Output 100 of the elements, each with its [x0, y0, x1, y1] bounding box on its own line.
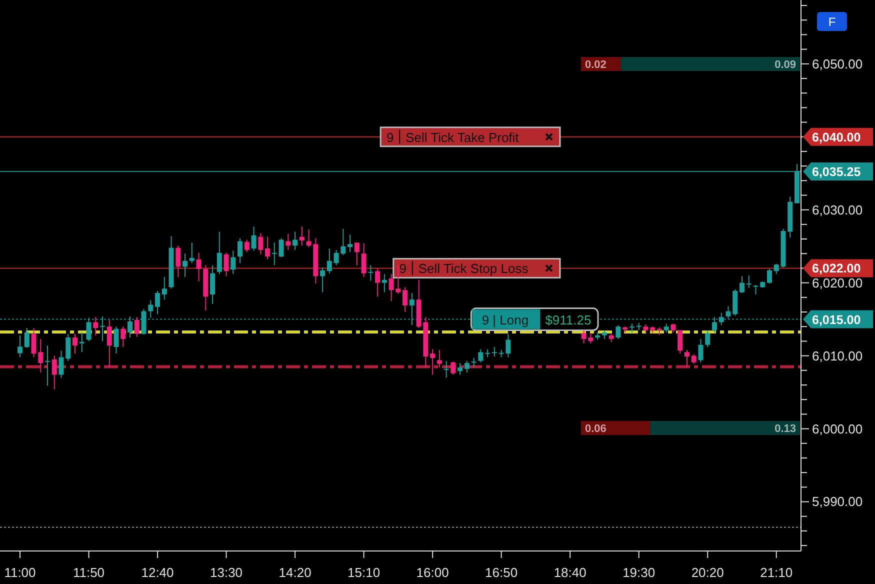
candlestick: [251, 226, 256, 252]
x-tick-label: 15:10: [348, 565, 380, 580]
candlestick: [292, 231, 298, 250]
annotation: 9: [399, 261, 407, 276]
annotation: 9 | Long: [482, 312, 529, 328]
candlestick: [766, 268, 772, 284]
x-tick-label: 12:40: [141, 565, 174, 580]
candlestick: [86, 317, 92, 342]
x-tick-label: 11:00: [4, 565, 36, 580]
candlestick: [691, 354, 696, 364]
candlestick: [106, 320, 112, 368]
candlestick: [45, 345, 50, 386]
candlestick: [134, 316, 140, 338]
candlestick: [629, 323, 634, 333]
candlestick: [141, 308, 146, 336]
candlestick: [148, 300, 154, 318]
candlestick: [24, 328, 30, 348]
x-tick-label: 11:50: [72, 565, 105, 580]
candlestick: [382, 274, 387, 293]
x-tick-label: 13:30: [210, 565, 243, 580]
candlestick: [230, 250, 236, 275]
candlestick: [272, 242, 277, 266]
y-tick-label: 6,020.00: [812, 275, 863, 290]
candlestick: [726, 306, 731, 320]
candlestick: [244, 239, 250, 253]
candlestick: [196, 252, 202, 282]
candlestick: [684, 349, 690, 368]
candlestick: [18, 334, 22, 358]
candlestick: [430, 348, 436, 376]
candlestick: [224, 252, 229, 277]
y-tick-label: 5,990.00: [812, 494, 863, 510]
candlestick: [402, 286, 408, 312]
candlestick: [265, 236, 270, 260]
candlestick: [471, 357, 476, 368]
candlestick: [375, 268, 380, 298]
candlestick: [155, 290, 160, 315]
candlestick: [678, 330, 683, 354]
candlestick: [128, 316, 133, 338]
candlestick: [182, 253, 188, 278]
annotation: $911.25: [545, 312, 592, 328]
candlestick: [100, 316, 106, 342]
candlestick: [361, 242, 366, 278]
candlestick: [450, 361, 456, 376]
annotation: 0.06: [585, 423, 606, 435]
candlestick: [492, 346, 497, 358]
y-tick-label: 6,010.00: [812, 348, 863, 364]
candlestick: [436, 349, 442, 368]
candlestick: [238, 238, 243, 264]
candlestick: [409, 292, 414, 326]
annotation: 0.09: [774, 59, 796, 71]
candlestick: [299, 226, 304, 246]
candlestick: [444, 360, 449, 378]
candlestick: [712, 316, 717, 333]
candlestick: [258, 232, 264, 255]
candlestick: [162, 276, 167, 300]
annotation: Sell Tick Stop Loss: [418, 261, 529, 276]
candlestick: [753, 284, 758, 295]
y-tick-label: 6,050.00: [812, 56, 863, 72]
candlestick: [368, 264, 374, 282]
candlestick: [278, 238, 284, 258]
candlestick: [348, 234, 353, 253]
candlestick: [120, 326, 126, 348]
candlestick: [52, 355, 57, 390]
x-tick-label: 21:10: [760, 565, 793, 580]
ref-line-label: 6,035.25: [812, 165, 861, 180]
ref-line-label: 6,015.00: [812, 312, 861, 327]
x-tick-label: 19:30: [622, 565, 656, 580]
candlestick: [354, 242, 360, 266]
y-tick-label: 6,030.00: [812, 202, 863, 218]
candlestick: [739, 276, 744, 294]
candlestick: [320, 266, 326, 293]
annotation: 0.13: [774, 423, 796, 435]
candlestick: [114, 326, 119, 354]
x-tick-label: 14:20: [278, 565, 312, 580]
candlestick: [732, 288, 738, 316]
annotation: Sell Tick Take Profit: [406, 130, 520, 145]
ref-line-label: 6,022.00: [812, 262, 861, 276]
text: F: [828, 15, 836, 29]
candlestick: [176, 245, 181, 278]
x-tick-label: 16:50: [485, 565, 518, 580]
x-tick-label: 16:00: [416, 565, 449, 580]
ref-line-label: 6,040.00: [812, 130, 861, 144]
candlestick: [458, 362, 463, 376]
candlestick: [478, 348, 484, 363]
candlestick: [216, 231, 222, 275]
y-tick-label: 6,000.00: [812, 421, 863, 436]
candlestick: [326, 248, 332, 274]
candlestick: [616, 324, 621, 340]
candlestick: [718, 312, 724, 326]
candlestick: [72, 333, 78, 354]
candlestick: [286, 233, 291, 250]
x-tick-label: 18:40: [554, 565, 586, 580]
candlestick: [705, 330, 710, 348]
candlestick: [79, 332, 84, 353]
candlestick: [93, 316, 98, 336]
candlestick: [189, 242, 194, 264]
candlestick: [464, 360, 470, 374]
candlestick: [746, 275, 752, 288]
candlestick: [210, 264, 216, 304]
x-tick-label: 20:20: [691, 565, 724, 580]
